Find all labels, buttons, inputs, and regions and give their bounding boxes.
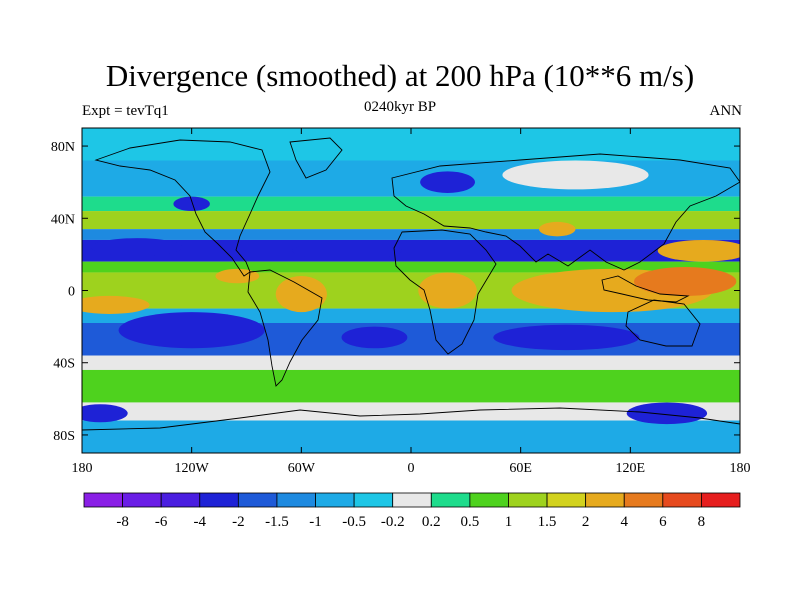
field-blob-8 (341, 326, 408, 349)
colorbar-swatch-3 (199, 492, 239, 508)
y-tick-label-0: 80N (51, 140, 75, 155)
field-band-3 (82, 211, 740, 230)
coast-africa (393, 229, 497, 355)
colorbar-swatch-12 (546, 492, 587, 508)
x-tick-label-0: 180 (72, 461, 93, 476)
colorbar-swatch-15 (662, 492, 702, 508)
x-tick-label-3: 0 (408, 461, 415, 476)
field-blob-13 (538, 221, 576, 237)
field-blob-1 (633, 267, 737, 296)
field-blob-3 (418, 272, 477, 309)
field-blob-11 (292, 241, 402, 260)
colorbar-label-0: -8 (116, 514, 129, 530)
colorbar-label-12: 2 (582, 514, 590, 530)
colorbar-swatch-6 (315, 492, 355, 508)
coast-greenland (289, 137, 343, 179)
colorbar-swatch-1 (122, 492, 162, 508)
colorbar-label-10: 1 (505, 514, 513, 530)
field-blob-15 (502, 160, 649, 190)
field-blob-4 (275, 276, 327, 313)
colorbar-swatch-16 (701, 492, 741, 508)
colorbar-label-15: 8 (698, 514, 706, 530)
coast-south-america (247, 269, 323, 387)
y-tick-label-4: 80S (53, 429, 75, 444)
field-band-2 (82, 196, 740, 212)
colorbar-label-1: -6 (155, 514, 168, 530)
y-tick-label-1: 40N (51, 212, 75, 227)
x-tick-label-6: 180 (730, 461, 751, 476)
field-band-10 (82, 355, 740, 370)
colorbar-label-2: -4 (194, 514, 207, 530)
field-band-11 (82, 369, 740, 403)
field-blob-5 (215, 268, 260, 284)
y-axis: 80N 40N 0 40S 80S (51, 140, 740, 444)
colorbar-swatch-4 (237, 492, 278, 508)
coastlines (82, 137, 740, 431)
colorbar-swatch-9 (430, 492, 471, 508)
colorbar-swatch-2 (160, 492, 201, 508)
colorbar-label-9: 0.5 (461, 514, 480, 530)
x-tick-label-4: 60E (509, 461, 532, 476)
colorbar-swatch-10 (469, 492, 509, 508)
colorbar-swatch-0 (83, 492, 123, 508)
field-band-5 (82, 239, 740, 262)
field-blob-14 (173, 196, 210, 212)
colorbar-swatch-13 (585, 492, 625, 508)
contour-field (82, 128, 740, 453)
season-label: ANN (709, 103, 743, 119)
field-blob-17 (626, 402, 708, 425)
field-band-6 (82, 261, 740, 273)
colorbar-swatch-14 (623, 492, 664, 508)
colorbar-swatch-7 (353, 492, 394, 508)
chart-title: Divergence (smoothed) at 200 hPa (10**6 … (105, 58, 695, 93)
coast-eurasia (391, 153, 740, 271)
field-blob-16 (82, 404, 128, 423)
x-tick-label-5: 120E (616, 461, 646, 476)
colorbar-label-11: 1.5 (538, 514, 557, 530)
coast-maritime-continent (601, 275, 690, 303)
colorbar-label-13: 4 (620, 514, 628, 530)
field-band-4 (82, 229, 740, 240)
colorbar-swatch-8 (392, 492, 432, 508)
y-tick-label-2: 0 (68, 285, 75, 300)
coast-antarctica (82, 407, 740, 431)
x-tick-label-1: 120W (175, 461, 210, 476)
colorbar-label-8: 0.2 (422, 514, 441, 530)
colorbar-label-7: -0.2 (381, 514, 405, 530)
coast-north-america (94, 139, 271, 277)
colorbar-label-5: -1 (309, 514, 322, 530)
colorbar: -8 -6 -4 -2 -1.5 -1 -0.5 -0.2 0.2 0.5 1 1.5 2 4 6 8 (83, 492, 741, 530)
field-blob-7 (118, 312, 265, 349)
colorbar-label-4: -1.5 (265, 514, 289, 530)
x-axis: 180 120W 60W 0 60E 120E 180 (72, 128, 751, 476)
x-tick-label-2: 60W (288, 461, 316, 476)
experiment-label: Expt = tevTq1 (82, 103, 169, 119)
field-band-12 (82, 402, 740, 421)
colorbar-swatch-5 (276, 492, 316, 508)
field-blob-12 (420, 171, 475, 194)
field-blob-6 (82, 295, 150, 314)
colorbar-label-3: -2 (232, 514, 245, 530)
y-tick-label-3: 40S (53, 357, 75, 372)
colorbar-swatch-11 (508, 492, 548, 508)
field-blob-10 (91, 238, 183, 257)
colorbar-label-14: 6 (659, 514, 667, 530)
field-blob-9 (493, 324, 640, 351)
colorbar-label-6: -0.5 (342, 514, 366, 530)
field-blob-2 (657, 239, 740, 262)
time-label: 0240kyr BP (363, 99, 437, 115)
